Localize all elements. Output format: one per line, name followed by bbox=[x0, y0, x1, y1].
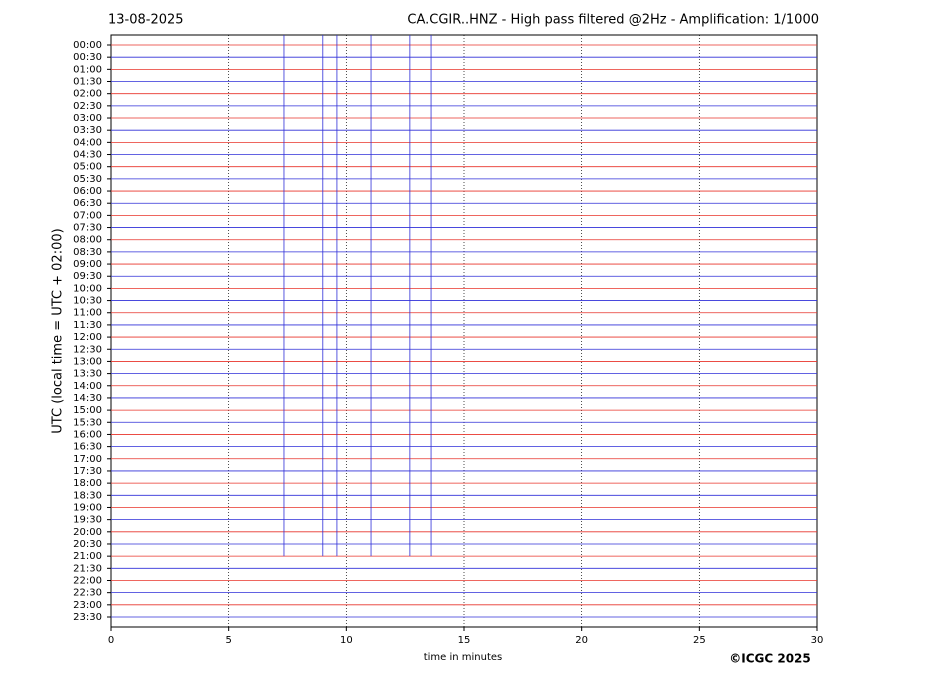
y-tick-label: 03:00 bbox=[73, 113, 102, 124]
date: 13-08-2025 bbox=[108, 13, 184, 28]
y-tick-label: 11:00 bbox=[73, 308, 102, 319]
y-tick-label: 15:00 bbox=[73, 405, 102, 416]
y-tick-label: 04:30 bbox=[73, 150, 102, 161]
y-tick-label: 07:00 bbox=[73, 210, 102, 221]
y-tick-label: 06:00 bbox=[73, 186, 102, 197]
y-tick-label: 21:30 bbox=[73, 563, 102, 574]
y-tick-label: 20:30 bbox=[73, 539, 102, 550]
y-tick-label: 20:00 bbox=[73, 527, 102, 538]
y-tick-label: 08:30 bbox=[73, 247, 102, 258]
y-tick-label: 09:00 bbox=[73, 259, 102, 270]
x-tick-label: 15 bbox=[458, 635, 471, 646]
y-axis-title: UTC (local time = UTC + 02:00) bbox=[51, 228, 66, 433]
y-tick-label: 16:30 bbox=[73, 442, 102, 453]
y-tick-label: 17:00 bbox=[73, 454, 102, 465]
y-tick-label: 01:00 bbox=[73, 64, 102, 75]
y-tick-label: 05:00 bbox=[73, 162, 102, 173]
y-tick-label: 08:00 bbox=[73, 235, 102, 246]
x-tick-label: 25 bbox=[693, 635, 706, 646]
y-tick-label: 15:30 bbox=[73, 417, 102, 428]
y-tick-label: 03:30 bbox=[73, 125, 102, 136]
y-tick-label: 10:00 bbox=[73, 283, 102, 294]
y-tick-label: 22:00 bbox=[73, 575, 102, 586]
y-tick-label: 06:30 bbox=[73, 198, 102, 209]
y-tick-label: 04:00 bbox=[73, 137, 102, 148]
y-tick-label: 12:00 bbox=[73, 332, 102, 343]
y-tick-label: 14:00 bbox=[73, 381, 102, 392]
y-tick-label: 18:30 bbox=[73, 490, 102, 501]
y-tick-label: 19:00 bbox=[73, 502, 102, 513]
y-tick-label: 21:00 bbox=[73, 551, 102, 562]
y-tick-label: 02:00 bbox=[73, 89, 102, 100]
y-tick-label: 13:30 bbox=[73, 369, 102, 380]
x-tick-label: 0 bbox=[108, 635, 114, 646]
y-tick-label: 11:30 bbox=[73, 320, 102, 331]
y-tick-label: 05:30 bbox=[73, 174, 102, 185]
y-tick-label: 18:00 bbox=[73, 478, 102, 489]
y-tick-label: 14:30 bbox=[73, 393, 102, 404]
x-tick-label: 10 bbox=[340, 635, 353, 646]
y-tick-label: 16:00 bbox=[73, 429, 102, 440]
y-tick-label: 22:30 bbox=[73, 588, 102, 599]
x-tick-label: 30 bbox=[811, 635, 824, 646]
y-tick-label: 01:30 bbox=[73, 77, 102, 88]
y-tick-label: 00:30 bbox=[73, 52, 102, 63]
y-tick-label: 07:30 bbox=[73, 223, 102, 234]
x-tick-label: 5 bbox=[225, 635, 231, 646]
y-tick-label: 17:30 bbox=[73, 466, 102, 477]
y-tick-label: 12:30 bbox=[73, 344, 102, 355]
y-tick-label: 19:30 bbox=[73, 515, 102, 526]
y-tick-label: 09:30 bbox=[73, 271, 102, 282]
y-tick-label: 13:00 bbox=[73, 356, 102, 367]
copyright: ©ICGC 2025 bbox=[729, 652, 811, 666]
x-tick-label: 20 bbox=[575, 635, 588, 646]
y-tick-label: 10:30 bbox=[73, 296, 102, 307]
y-tick-label: 23:00 bbox=[73, 600, 102, 611]
chart-title: CA.CGIR..HNZ - High pass filtered @2Hz -… bbox=[407, 13, 819, 28]
y-tick-label: 23:30 bbox=[73, 612, 102, 623]
x-axis-title: time in minutes bbox=[424, 652, 503, 663]
y-tick-label: 00:00 bbox=[73, 40, 102, 51]
y-tick-label: 02:30 bbox=[73, 101, 102, 112]
plot-frame bbox=[110, 34, 818, 628]
